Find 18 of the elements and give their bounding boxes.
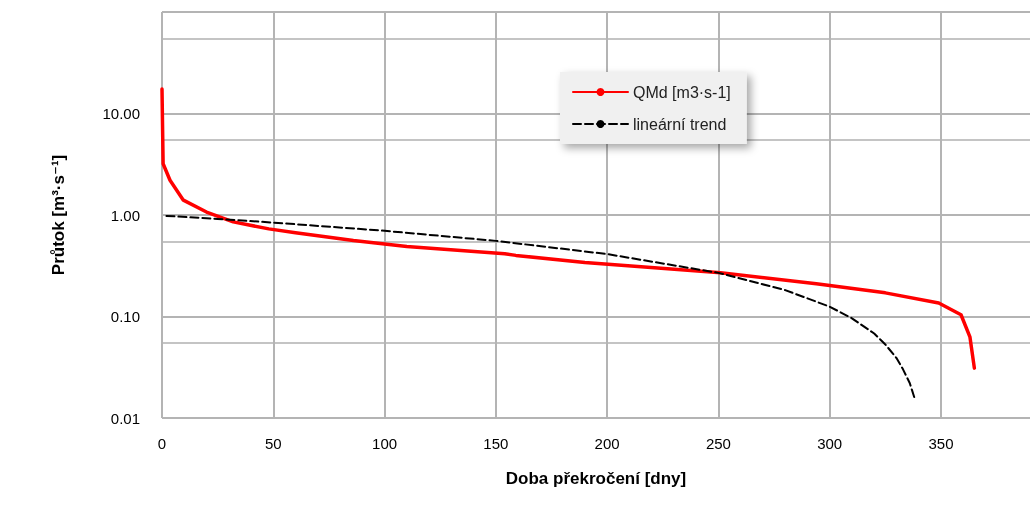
line-series	[160, 87, 977, 370]
x-axis-title: Doba překročení [dny]	[505, 469, 687, 488]
legend-label: QMd [m3·s-1]	[633, 83, 731, 101]
x-tick-label: 200	[594, 435, 620, 452]
x-tick-label: 0	[157, 435, 167, 452]
y-tick-label: 1.00	[110, 206, 140, 224]
y-axis-title: Průtok [m³·s⁻¹]	[49, 154, 68, 276]
y-tick-label: 10.00	[102, 105, 140, 122]
x-tick-label: 50	[264, 435, 282, 452]
y-tick-label: 0.10	[110, 308, 140, 325]
legend-label: lineární trend	[633, 115, 727, 133]
x-tick-label: 100	[372, 435, 398, 452]
y-tick-label: 0.01	[110, 409, 140, 427]
x-tick-label: 350	[928, 435, 954, 452]
x-tick-label: 300	[817, 435, 843, 452]
line-series	[165, 214, 916, 399]
x-tick-label: 250	[705, 435, 731, 452]
x-tick-label: 150	[483, 435, 509, 452]
